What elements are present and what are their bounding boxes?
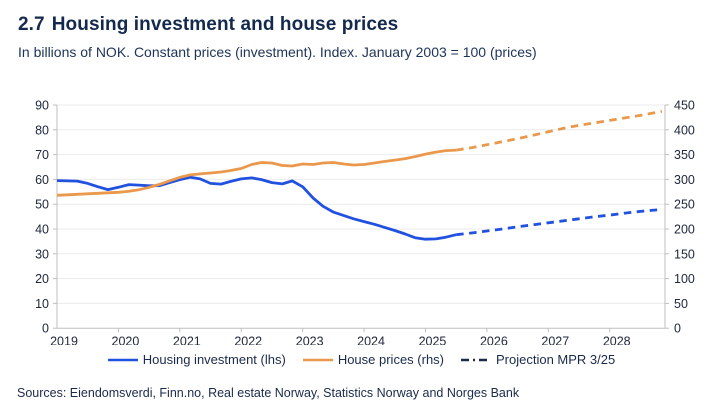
chart-title: 2.7 Housing investment and house prices — [18, 14, 398, 36]
legend-item: Projection MPR 3/25 — [460, 352, 615, 367]
right-axis-tick-label: 400 — [674, 123, 695, 137]
legend-label: Projection MPR 3/25 — [496, 352, 616, 367]
legend-item: Housing investment (lhs) — [107, 352, 286, 367]
series-right-solid-line — [56, 148, 457, 197]
x-axis-tick-label: 2027 — [541, 335, 569, 345]
legend-label: Housing investment (lhs) — [142, 352, 286, 367]
right-axis-tick-label: 350 — [674, 148, 695, 162]
x-axis-tick-label: 2021 — [173, 335, 201, 345]
legend-item: House prices (rhs) — [302, 352, 444, 367]
x-axis-tick-label: 2028 — [603, 335, 631, 345]
left-axis-tick-label: 0 — [42, 322, 49, 336]
legend-label: House prices (rhs) — [337, 352, 445, 367]
right-axis-tick-label: 200 — [674, 223, 695, 237]
right-axis-tick-label: 250 — [674, 198, 695, 212]
right-axis-tick-label: 150 — [674, 247, 695, 261]
line-chart-canvas: 0 10 20 30 40 50 60 70 80 90 0 50 100 150 200 250 300 350… — [35, 99, 695, 346]
right-axis-tick-label: 0 — [674, 322, 681, 336]
series-right-dashed-line — [455, 110, 663, 152]
x-axis-tick-label: 2020 — [112, 335, 140, 345]
x-axis-tick-label: 2024 — [357, 335, 385, 345]
series-left-solid-line — [56, 175, 457, 241]
chart-legend: Housing investment (lhs) House prices (rh… — [57, 352, 665, 367]
right-axis-tick-label: 100 — [674, 272, 695, 286]
chart-subtitle: In billions of NOK. Constant prices (inv… — [18, 44, 537, 60]
x-axis-tick-label: 2019 — [50, 335, 78, 345]
series-left-dashed-line — [456, 208, 663, 237]
left-axis-tick-label: 80 — [35, 123, 49, 137]
figure-title-text: Housing investment and house prices — [51, 14, 399, 35]
x-axis-tick-label: 2025 — [419, 335, 447, 345]
legend-swatch-line — [461, 358, 492, 361]
sources-note: Sources: Eiendomsverdi, Finn.no, Real es… — [17, 386, 520, 400]
figure-number: 2.7 — [18, 14, 45, 35]
left-axis-tick-label: 10 — [35, 297, 49, 311]
x-axis-tick-label: 2026 — [480, 335, 508, 345]
x-axis-tick-label: 2022 — [234, 335, 262, 345]
left-axis-tick-label: 20 — [35, 272, 49, 286]
left-axis-tick-label: 70 — [35, 148, 49, 162]
legend-swatch-line — [302, 358, 333, 361]
right-axis-tick-label: 450 — [674, 99, 695, 113]
right-axis-tick-label: 50 — [674, 297, 688, 311]
left-axis-tick-label: 50 — [35, 198, 49, 212]
left-axis-tick-label: 90 — [35, 99, 49, 113]
x-axis-tick-label: 2023 — [296, 335, 324, 345]
left-axis-tick-label: 60 — [35, 173, 49, 187]
legend-swatch-line — [107, 358, 138, 361]
right-axis-tick-label: 300 — [674, 173, 695, 187]
left-axis-tick-label: 40 — [35, 223, 49, 237]
left-axis-tick-label: 30 — [35, 247, 49, 261]
